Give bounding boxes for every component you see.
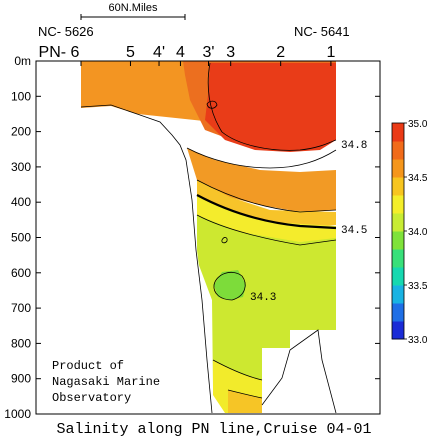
station-id-right: NC- 5641 xyxy=(294,24,350,39)
colorbar-cell xyxy=(392,213,404,232)
station-label: 4 xyxy=(176,44,185,61)
colorbar-cell xyxy=(392,159,404,178)
note-line-1: Product of xyxy=(52,359,124,373)
y-tick-label: 400 xyxy=(11,195,31,209)
station-label: 2 xyxy=(276,44,285,61)
contour-34-8 xyxy=(186,147,337,169)
station-ticks xyxy=(80,61,332,66)
colorbar-cells xyxy=(392,123,404,340)
y-tick-label: 100 xyxy=(11,89,31,103)
contour-34-4 xyxy=(196,214,337,246)
y-tick-label: 200 xyxy=(11,125,31,139)
fill-green-pocket xyxy=(214,270,246,300)
contour-small-loop xyxy=(206,100,218,109)
contour-label-34-8: 34.8 xyxy=(341,140,367,152)
station-labels: PN- 6 5 4' 4 3' 3 2 1 xyxy=(39,44,336,61)
y-axis: 0m 100 200 300 400 500 600 700 800 900 1000 xyxy=(4,54,380,421)
contour-inner-red xyxy=(207,62,337,151)
colorbar-tick-label: 34.0 xyxy=(408,227,428,238)
colorbar-tick-label: 35.0 xyxy=(408,119,428,130)
fill-red-core xyxy=(205,63,336,152)
scale-bar: 60N.Miles xyxy=(80,2,186,20)
station-label: 5 xyxy=(126,44,135,61)
fill-yellowgreen-deep xyxy=(197,215,336,405)
seafloor-left xyxy=(81,106,212,413)
colorbar-cell xyxy=(392,285,404,304)
y-tick-label: 500 xyxy=(11,231,31,245)
contour-small-loop-2 xyxy=(221,237,228,244)
fill-orange-bottom xyxy=(228,390,262,413)
colorbar-cell xyxy=(392,249,404,268)
colorbar-tick-label: 34.5 xyxy=(408,173,428,184)
colorbar-cell xyxy=(392,141,404,160)
contour-label-34-5: 34.5 xyxy=(341,225,367,237)
contour-bottom-1 xyxy=(212,359,263,381)
colorbar-cell xyxy=(392,303,404,322)
contour-34-5-bold xyxy=(196,194,337,230)
bathymetry-right-line xyxy=(261,329,337,414)
product-note: Product of Nagasaki Marine Observatory xyxy=(52,359,160,405)
y-tick-label: 900 xyxy=(11,372,31,386)
fill-yellow-band xyxy=(197,195,336,242)
y-tick-label: 1000 xyxy=(4,407,31,421)
y-tick-label: 0m xyxy=(14,54,31,68)
bathymetry-left-line xyxy=(80,104,213,414)
contour-34-3 xyxy=(213,272,246,301)
station-label: 1 xyxy=(326,44,335,61)
note-line-3: Observatory xyxy=(52,391,131,405)
colorbar-cell xyxy=(392,123,404,142)
colorbar-cell xyxy=(392,195,404,214)
colorbar-cell xyxy=(392,177,404,196)
colorbar-cell xyxy=(392,267,404,286)
colorbar-labels: 35.0 34.5 34.0 33.5 33.0 xyxy=(404,119,428,346)
note-line-2: Nagasaki Marine xyxy=(52,375,160,389)
station-label: 4' xyxy=(153,44,165,61)
plot-area: 34.8 34.5 34.3 Product of Nagasaki Marin… xyxy=(35,60,381,415)
contour-bottom-2 xyxy=(227,389,263,399)
seafloor-right xyxy=(262,330,336,413)
contour-label-34-3: 34.3 xyxy=(250,292,276,304)
colorbar-cell xyxy=(392,321,404,340)
colorbar: 35.0 34.5 34.0 33.5 33.0 xyxy=(391,119,428,346)
chart-title: Salinity along PN line,Cruise 04-01 xyxy=(56,421,371,438)
y-tick-label: 800 xyxy=(11,336,31,350)
station-label: PN- 6 xyxy=(39,44,80,61)
y-tick-label: 600 xyxy=(11,266,31,280)
y-tick-label: 300 xyxy=(11,160,31,174)
station-label: 3 xyxy=(226,44,235,61)
station-id-left: NC- 5626 xyxy=(38,24,94,39)
colorbar-cell xyxy=(392,231,404,250)
colorbar-tick-label: 33.5 xyxy=(408,281,428,292)
contour-34-6 xyxy=(196,179,337,213)
y-tick-label: 700 xyxy=(11,301,31,315)
scale-bar-label: 60N.Miles xyxy=(109,2,158,14)
fill-amber-band xyxy=(197,180,336,228)
station-label: 3' xyxy=(203,44,215,61)
colorbar-tick-label: 33.0 xyxy=(408,335,428,346)
